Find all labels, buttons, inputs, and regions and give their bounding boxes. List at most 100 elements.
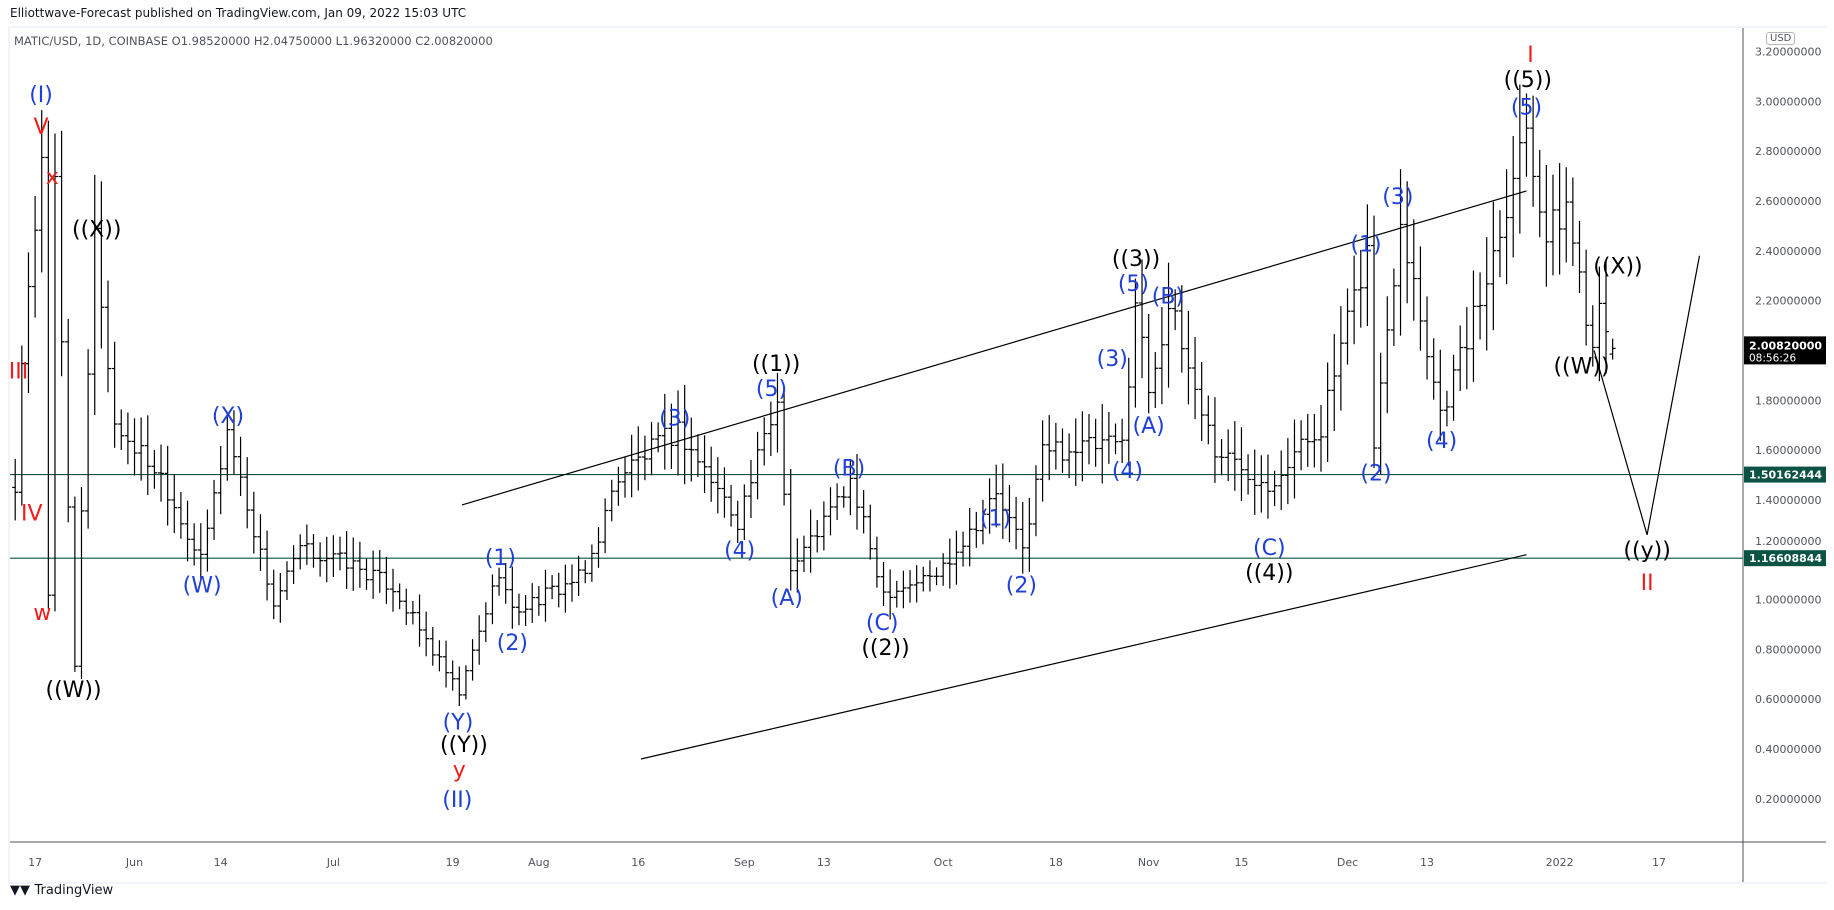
ohlc-bar (244, 457, 251, 529)
time-tick-label: 19 (446, 856, 460, 869)
ohlc-bar (966, 508, 973, 567)
ohlc-bar (1085, 413, 1092, 465)
ohlc-bar (794, 538, 801, 593)
ohlc-bar (105, 280, 112, 393)
ohlc-bar (575, 555, 582, 597)
price-tick-label: 2.40000000 (1755, 245, 1821, 258)
ohlc-bar (1443, 390, 1450, 427)
time-tick-label: 15 (1234, 856, 1248, 869)
ohlc-bar (71, 496, 78, 672)
ohlc-bar (1112, 423, 1119, 455)
ohlc-bar (1377, 352, 1384, 475)
ohlc-bar (1019, 502, 1026, 574)
ohlc-bar (184, 500, 191, 562)
wave-label: ((3)) (1112, 247, 1160, 272)
ohlc-bar (1563, 167, 1570, 263)
ohlc-bar (496, 567, 503, 596)
ohlc-bar (211, 479, 218, 540)
wave-label: (4) (1426, 429, 1457, 454)
price-tick-label: 1.00000000 (1755, 594, 1821, 607)
horizontal-level-tag (1744, 550, 1826, 567)
ohlc-bar (668, 403, 675, 470)
ohlc-bar (363, 558, 370, 590)
ohlc-bar (635, 426, 642, 491)
ohlc-bar (197, 523, 204, 581)
wave-label: I (1527, 43, 1534, 68)
ohlc-bar (854, 453, 861, 530)
ohlc-bar (781, 388, 788, 506)
plot-area: (I)Vx((X))IIIIVw((W))(X)(W)(1)(2)(Y)((Y)… (10, 43, 1743, 813)
ohlc-bar (1092, 418, 1099, 467)
time-tick-label: Sep (734, 856, 755, 869)
ohlc-bar (867, 504, 874, 560)
ohlc-bar (270, 569, 277, 620)
ohlc-bar (1245, 454, 1252, 495)
ohlc-bar (250, 491, 257, 554)
price-tick-label: 3.20000000 (1755, 45, 1821, 58)
ohlc-bar (12, 458, 19, 521)
ohlc-bar (515, 593, 522, 626)
ohlc-bar (25, 252, 32, 394)
ohlc-bar (204, 509, 211, 572)
wave-label: (A) (1133, 414, 1165, 439)
ohlc-bar (476, 615, 483, 665)
ohlc-bar (993, 464, 1000, 528)
wave-label: (2) (497, 631, 528, 656)
ohlc-bar (356, 541, 363, 588)
ohlc-bar (290, 545, 297, 584)
ohlc-bar (1026, 497, 1033, 572)
wave-label: (1) (1350, 232, 1381, 257)
ohlc-bar (469, 639, 476, 681)
ohlc-bar (303, 524, 310, 565)
ohlc-bar (403, 588, 410, 625)
ohlc-bar (38, 110, 45, 273)
ohlc-bar (230, 410, 237, 475)
ohlc-bar (264, 530, 271, 601)
wave-label: V (34, 115, 49, 140)
ohlc-bar (177, 491, 184, 539)
ohlc-bar (1317, 404, 1324, 472)
ohlc-bar (1490, 201, 1497, 331)
ohlc-bar (840, 486, 847, 508)
ohlc-bar (847, 459, 854, 516)
ohlc-bar (535, 586, 542, 616)
ohlc-bar (1251, 449, 1258, 515)
ohlc-bar (920, 566, 927, 592)
ohlc-bar (78, 486, 85, 680)
time-tick-label: Jun (125, 856, 143, 869)
wave-label: w (33, 601, 51, 626)
ohlc-bar (277, 572, 284, 623)
ohlc-bar (32, 195, 39, 318)
ohlc-bar (224, 416, 231, 481)
ohlc-bar (462, 665, 469, 700)
ohlc-bar (449, 660, 456, 691)
current-price-tag (1744, 336, 1826, 365)
ohlc-bar (283, 561, 290, 601)
ohlc-bar (913, 565, 920, 603)
wave-label: (5) (756, 377, 787, 402)
ohlc-bar (1079, 411, 1086, 482)
ohlc-bar (1483, 237, 1490, 351)
ohlc-bar (562, 564, 569, 613)
currency-button[interactable]: USD (1766, 32, 1796, 45)
ohlc-bar (946, 538, 953, 589)
price-tick-label: 0.20000000 (1755, 793, 1821, 806)
trendline-channel-upper (461, 190, 1527, 506)
ohlc-bar (1278, 450, 1285, 510)
ohlc-bar (522, 595, 529, 626)
wave-label: (3) (1097, 347, 1128, 372)
ohlc-bar (628, 434, 635, 498)
ohlc-bar (98, 181, 105, 349)
price-tick-label: 1.60000000 (1755, 444, 1821, 457)
wave-label: ((4)) (1245, 561, 1293, 586)
ohlc-bar (1583, 249, 1590, 346)
ohlc-bar (191, 523, 198, 566)
ohlc-bar (1569, 177, 1576, 266)
ohlc-bar (118, 409, 125, 450)
ohlc-bar (887, 569, 894, 620)
price-tick-label: 1.80000000 (1755, 394, 1821, 407)
ohlc-bar (158, 444, 165, 502)
trendline-projection (1593, 255, 1701, 535)
time-tick-label: Jul (326, 856, 340, 869)
